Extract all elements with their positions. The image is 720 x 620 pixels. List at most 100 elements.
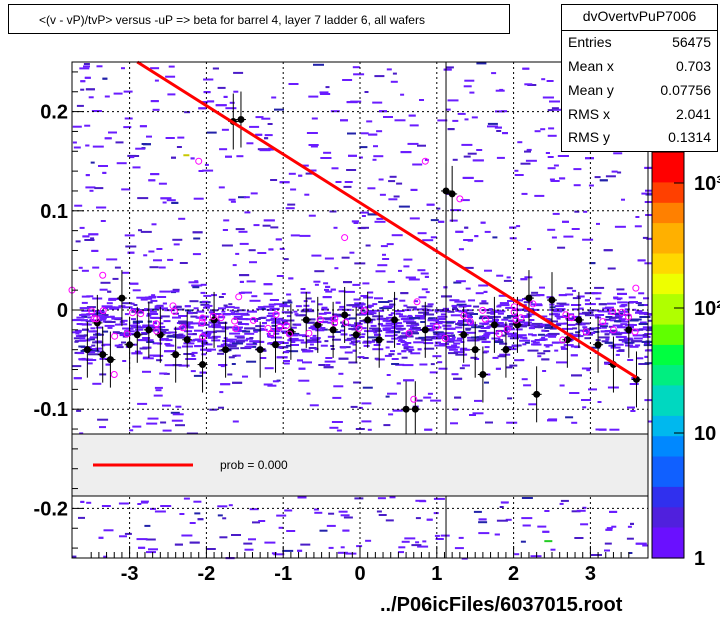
histogram-cell (153, 259, 162, 262)
histogram-cell (219, 148, 228, 151)
histogram-cell (411, 544, 422, 547)
histogram-cell (464, 118, 469, 121)
x-tick-label: 3 (585, 563, 596, 585)
histogram-cell (365, 539, 372, 542)
histogram-cell (192, 333, 197, 335)
histogram-cell (244, 332, 255, 335)
histogram-cell (373, 331, 378, 334)
histogram-cell (459, 367, 465, 370)
histogram-cell (160, 315, 170, 318)
histogram-cell (359, 211, 369, 214)
histogram-cell (228, 504, 233, 507)
profile-point (341, 311, 349, 319)
histogram-cell (111, 317, 116, 320)
histogram-cell (152, 342, 160, 345)
histogram-cell (572, 289, 577, 292)
histogram-cell (343, 516, 353, 519)
open-marker (198, 319, 206, 327)
stats-row-entries: Entries 56475 (568, 34, 711, 56)
histogram-cell (225, 338, 237, 341)
histogram-cell (508, 320, 515, 322)
histogram-cell (297, 496, 307, 499)
histogram-cell (309, 404, 319, 407)
histogram-cell (285, 207, 295, 210)
histogram-cell (251, 295, 258, 298)
histogram-cell (563, 322, 568, 325)
histogram-cell (497, 355, 506, 358)
color-scale-label: 10 (694, 423, 716, 445)
histogram-cell (553, 164, 559, 167)
histogram-cell (348, 317, 356, 320)
histogram-cell (438, 318, 446, 320)
histogram-cell (492, 236, 498, 239)
histogram-cell (267, 342, 277, 345)
histogram-cell (124, 313, 129, 316)
histogram-cell (620, 331, 632, 334)
histogram-cell (325, 290, 333, 293)
histogram-cell (285, 344, 291, 347)
histogram-cell (611, 170, 618, 173)
histogram-cell (151, 294, 156, 297)
histogram-cell (542, 370, 547, 372)
histogram-cell (202, 169, 214, 172)
histogram-cell (137, 339, 149, 342)
histogram-cell (618, 349, 625, 352)
histogram-cell (172, 316, 181, 319)
histogram-cell (239, 280, 244, 283)
histogram-cell (464, 226, 469, 229)
histogram-cell (196, 310, 202, 313)
color-scale-band (652, 263, 684, 275)
histogram-cell (458, 536, 464, 539)
histogram-cell (418, 336, 426, 339)
histogram-cell (246, 142, 254, 145)
histogram-cell (543, 344, 553, 347)
histogram-cell (393, 195, 400, 198)
histogram-cell (386, 320, 391, 322)
histogram-cell (305, 341, 312, 343)
histogram-cell (531, 340, 536, 343)
histogram-cell (465, 287, 471, 290)
histogram-cell (286, 293, 292, 296)
histogram-cell (400, 341, 407, 343)
profile-point (421, 326, 429, 334)
histogram-cell (455, 309, 462, 312)
histogram-cell (266, 148, 274, 151)
histogram-cell (92, 266, 100, 269)
open-marker (432, 323, 440, 331)
histogram-cell (406, 306, 417, 309)
profile-point (172, 351, 180, 359)
histogram-cell (604, 362, 613, 365)
histogram-cell (403, 265, 410, 268)
histogram-cell (136, 538, 148, 541)
color-scale-band (652, 152, 684, 163)
histogram-cell (193, 307, 199, 310)
histogram-cell (406, 321, 417, 324)
open-marker (481, 315, 489, 323)
histogram-cell (156, 307, 168, 310)
histogram-cell (372, 158, 377, 161)
histogram-cell (533, 326, 542, 329)
histogram-cell (210, 313, 222, 315)
histogram-cell (319, 317, 331, 320)
histogram-cell (457, 112, 466, 115)
histogram-cell (267, 312, 275, 315)
histogram-cell (360, 303, 366, 306)
histogram-cell (571, 228, 580, 230)
histogram-cell (604, 361, 613, 364)
histogram-cell (286, 315, 291, 318)
histogram-cell (129, 324, 138, 327)
histogram-cell (537, 525, 547, 528)
histogram-cell (184, 305, 191, 308)
histogram-cell (388, 180, 396, 183)
histogram-cell (452, 308, 458, 310)
histogram-cell (229, 332, 241, 335)
histogram-cell (234, 335, 245, 338)
histogram-cell (463, 85, 472, 88)
histogram-cell (218, 406, 224, 409)
histogram-cell (311, 340, 322, 343)
profile-point (183, 336, 191, 344)
histogram-cell (334, 315, 346, 318)
histogram-cell (166, 199, 176, 202)
histogram-cell (166, 335, 177, 338)
histogram-cell (300, 288, 306, 290)
